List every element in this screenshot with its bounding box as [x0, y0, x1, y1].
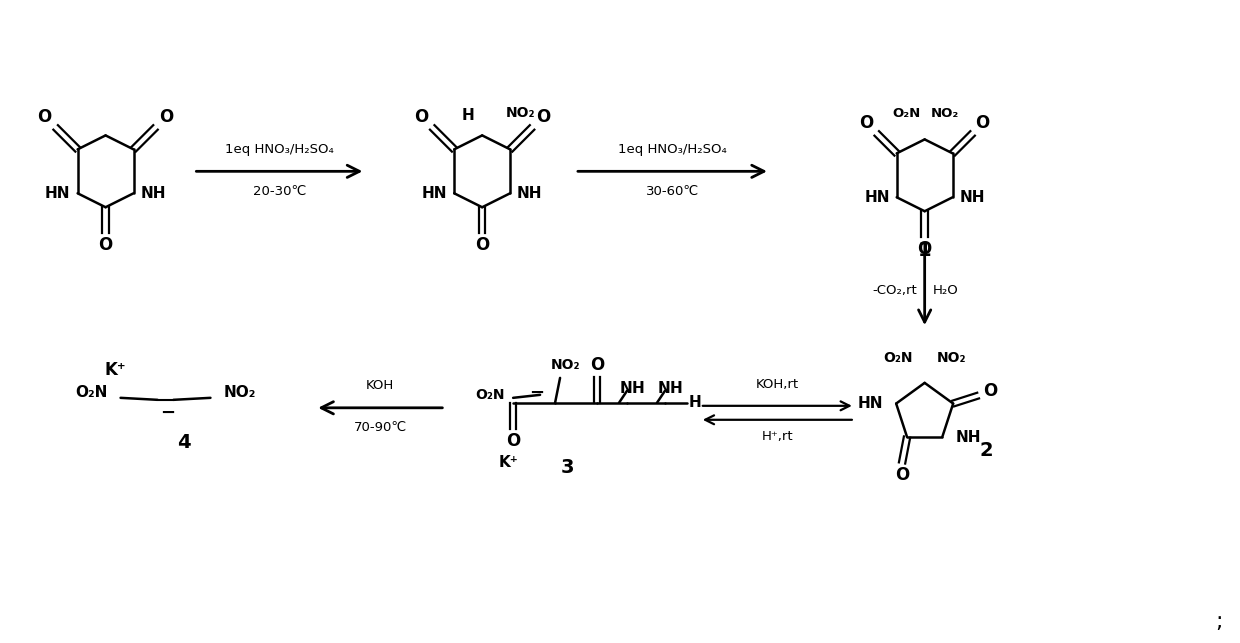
Text: NH: NH: [140, 186, 166, 201]
Text: K⁺: K⁺: [104, 361, 126, 379]
Text: 4: 4: [176, 433, 190, 452]
Text: H: H: [688, 395, 702, 410]
Text: −: −: [160, 404, 175, 422]
Text: O: O: [506, 431, 521, 449]
Text: NO₂: NO₂: [931, 107, 959, 120]
Text: O₂N: O₂N: [76, 385, 108, 401]
Text: O₂N: O₂N: [893, 107, 920, 120]
Text: O₂N: O₂N: [883, 351, 913, 365]
Text: H⁺,rt: H⁺,rt: [761, 430, 794, 443]
Text: HN: HN: [858, 396, 883, 411]
Text: NO₂: NO₂: [551, 358, 580, 372]
Text: O₂N: O₂N: [476, 388, 505, 402]
Text: O: O: [918, 240, 931, 258]
Text: HN: HN: [422, 186, 448, 201]
Text: O: O: [475, 236, 490, 254]
Text: O: O: [895, 466, 909, 484]
Text: O: O: [160, 109, 174, 127]
Text: O: O: [859, 114, 874, 132]
Text: KOH,rt: KOH,rt: [755, 378, 799, 392]
Text: NH: NH: [960, 190, 985, 204]
Text: NO₂: NO₂: [223, 385, 255, 401]
Text: N: N: [620, 381, 632, 396]
Text: NH: NH: [517, 186, 543, 201]
Text: N: N: [657, 381, 671, 396]
Text: -CO₂,rt: -CO₂,rt: [872, 284, 916, 297]
Text: 20-30℃: 20-30℃: [253, 185, 306, 198]
Text: HN: HN: [864, 190, 889, 204]
Text: HN: HN: [45, 186, 71, 201]
Text: 70-90℃: 70-90℃: [353, 421, 407, 434]
Text: H: H: [631, 381, 645, 396]
Text: 30-60℃: 30-60℃: [646, 185, 699, 198]
Text: KOH: KOH: [366, 379, 394, 392]
Text: NO₂: NO₂: [506, 107, 536, 120]
Text: NH: NH: [955, 430, 981, 444]
Text: NO₂: NO₂: [936, 351, 966, 365]
Text: ;: ;: [1215, 612, 1223, 632]
Text: O: O: [98, 236, 113, 254]
Text: H: H: [461, 108, 475, 123]
Text: 3: 3: [560, 458, 574, 477]
Text: 1eq HNO₃/H₂SO₄: 1eq HNO₃/H₂SO₄: [618, 143, 727, 156]
Text: K⁺: K⁺: [498, 455, 518, 470]
Text: 1eq HNO₃/H₂SO₄: 1eq HNO₃/H₂SO₄: [224, 143, 334, 156]
Text: H: H: [670, 381, 682, 396]
Text: O: O: [536, 109, 551, 127]
Text: O: O: [976, 114, 990, 132]
Text: 1: 1: [918, 240, 931, 260]
Text: O: O: [37, 109, 52, 127]
Text: −: −: [529, 384, 544, 402]
Text: O: O: [983, 381, 997, 399]
Text: H₂O: H₂O: [932, 284, 959, 297]
Text: O: O: [414, 109, 428, 127]
Text: 2: 2: [980, 441, 993, 460]
Text: O: O: [590, 356, 604, 374]
